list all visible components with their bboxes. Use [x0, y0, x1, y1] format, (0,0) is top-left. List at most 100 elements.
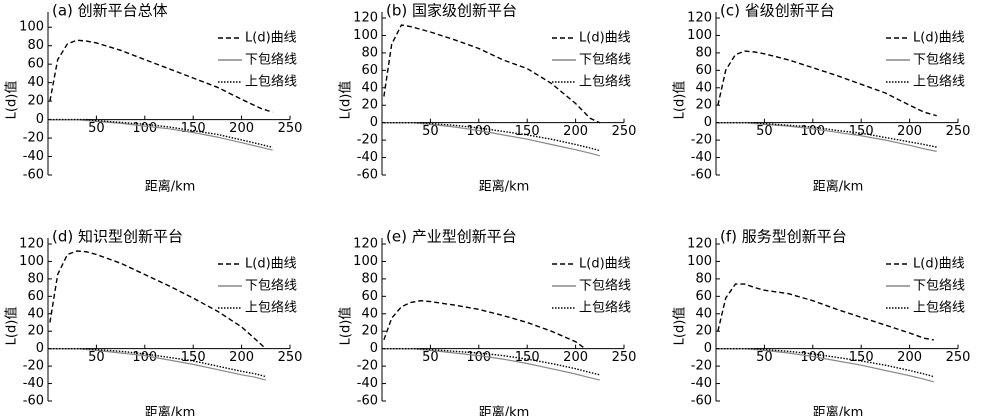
y-tick-label: -60 [357, 168, 378, 183]
legend-label: 下包络线 [579, 52, 631, 68]
y-tick-label: 0 [704, 115, 712, 130]
legend-label: 上包络线 [913, 300, 965, 316]
x-axis-label: 距离/km [479, 179, 530, 195]
y-tick-label: 60 [361, 289, 378, 304]
y-axis-label: L(d)值 [4, 81, 20, 120]
legend-label: 下包络线 [913, 278, 965, 294]
series-line [717, 348, 934, 378]
y-tick-label: 20 [27, 324, 44, 339]
x-tick-label: 150 [181, 350, 206, 365]
x-tick-label: 200 [563, 124, 588, 139]
chart-title: (c) 省级创新平台 [720, 2, 835, 20]
x-tick-label: 150 [515, 124, 540, 139]
x-tick-label: 200 [897, 124, 922, 139]
legend-label: L(d)曲线 [579, 257, 631, 272]
y-axis-label: L(d)值 [4, 307, 20, 346]
series-line [49, 250, 267, 350]
y-tick-label: 20 [695, 324, 712, 339]
y-tick-label: 20 [361, 98, 378, 113]
y-tick-label: -60 [23, 394, 44, 409]
y-tick-label: 60 [361, 63, 378, 78]
x-tick-label: 100 [800, 350, 825, 365]
y-axis-label: L(d)值 [672, 307, 688, 346]
chart-title: (d) 知识型创新平台 [52, 228, 183, 246]
y-tick-label: 100 [687, 28, 712, 43]
series-line [717, 50, 937, 117]
x-tick-label: 150 [849, 350, 874, 365]
legend-label: L(d)曲线 [913, 31, 965, 46]
x-tick-label: 200 [897, 350, 922, 365]
series-line [383, 348, 600, 376]
y-tick-label: -40 [23, 149, 44, 164]
y-tick-label: 120 [353, 11, 378, 26]
y-tick-label: -60 [691, 168, 712, 183]
y-tick-label: -20 [23, 131, 44, 146]
series-line [49, 39, 273, 113]
y-tick-label: 80 [695, 45, 712, 60]
legend-label: L(d)曲线 [245, 31, 297, 46]
x-tick-label: 100 [800, 124, 825, 139]
y-tick-label: 40 [695, 80, 712, 95]
y-tick-label: 40 [27, 75, 44, 90]
y-tick-label: 100 [353, 28, 378, 43]
x-tick-label: 50 [422, 124, 439, 139]
y-tick-label: 120 [687, 237, 712, 252]
y-tick-label: -40 [357, 376, 378, 391]
x-tick-label: 250 [946, 350, 971, 365]
legend-label: 下包络线 [245, 278, 297, 294]
y-axis-label: L(d)值 [338, 307, 354, 346]
y-tick-label: 60 [695, 63, 712, 78]
y-tick-label: 0 [370, 115, 378, 130]
y-tick-label: 120 [687, 11, 712, 26]
y-tick-label: 80 [27, 38, 44, 53]
x-tick-label: 200 [563, 350, 588, 365]
y-tick-label: 20 [695, 98, 712, 113]
y-tick-label: 20 [361, 324, 378, 339]
chart-title: (a) 创新平台总体 [52, 2, 168, 20]
y-tick-label: 40 [27, 306, 44, 321]
y-tick-label: 80 [27, 271, 44, 286]
y-tick-label: 80 [695, 271, 712, 286]
x-axis-label: 距离/km [145, 405, 196, 416]
y-tick-label: -20 [691, 359, 712, 374]
series-line [383, 299, 586, 350]
x-tick-label: 200 [229, 121, 254, 136]
chart-title: (b) 国家级创新平台 [386, 2, 517, 20]
chart-title: (f) 服务型创新平台 [720, 228, 847, 246]
y-tick-label: -40 [691, 376, 712, 391]
y-axis-label: L(d)值 [338, 81, 354, 120]
series-line [717, 122, 937, 148]
y-tick-label: 100 [687, 254, 712, 269]
x-tick-label: 150 [515, 350, 540, 365]
y-tick-label: 100 [19, 20, 44, 35]
y-axis-label: L(d)值 [672, 81, 688, 120]
x-tick-label: 50 [88, 350, 105, 365]
x-tick-label: 50 [756, 350, 773, 365]
y-tick-label: -20 [357, 359, 378, 374]
x-tick-label: 50 [422, 350, 439, 365]
y-tick-label: 40 [361, 306, 378, 321]
y-tick-label: 60 [27, 289, 44, 304]
y-tick-label: -40 [357, 150, 378, 165]
y-tick-label: 120 [353, 237, 378, 252]
y-tick-label: 40 [695, 306, 712, 321]
x-tick-label: 50 [88, 121, 105, 136]
x-tick-label: 250 [612, 350, 637, 365]
x-tick-label: 100 [466, 350, 491, 365]
y-tick-label: -60 [23, 168, 44, 183]
legend-label: 下包络线 [245, 52, 297, 68]
x-tick-label: 250 [946, 124, 971, 139]
y-tick-label: 80 [361, 45, 378, 60]
y-tick-label: 20 [27, 94, 44, 109]
y-tick-label: -20 [691, 133, 712, 148]
y-tick-label: 0 [704, 341, 712, 356]
chart-title: (e) 产业型创新平台 [386, 228, 517, 246]
x-axis-label: 距离/km [813, 405, 864, 416]
y-tick-label: -40 [23, 376, 44, 391]
legend-label: L(d)曲线 [913, 257, 965, 272]
series-line [49, 118, 273, 148]
y-tick-label: -40 [691, 150, 712, 165]
y-tick-label: -60 [357, 394, 378, 409]
legend-label: 下包络线 [579, 278, 631, 294]
